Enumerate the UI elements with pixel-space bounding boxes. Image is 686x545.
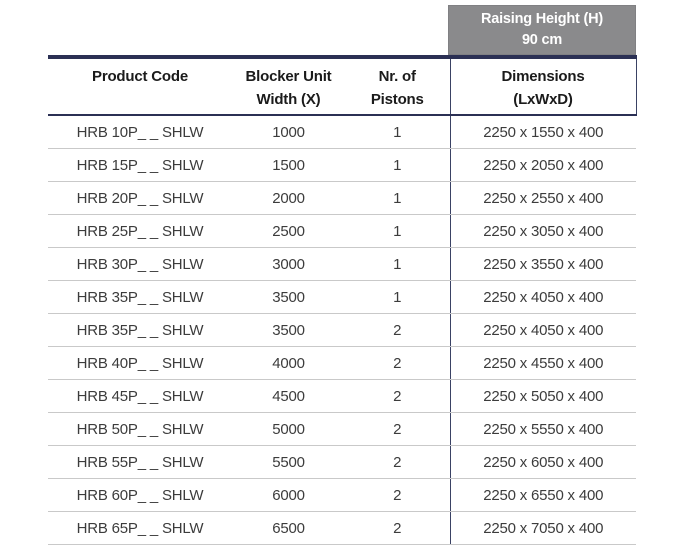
table-cell: 1 — [345, 214, 450, 248]
table-cell: 2250 x 5550 x 400 — [449, 412, 636, 446]
table-cell: 2 — [345, 313, 450, 347]
table-cell: 1 — [345, 115, 450, 149]
table-cell: HRB 20P_ _ SHLW — [48, 181, 232, 215]
table-cell: 2 — [345, 511, 450, 545]
table-cell: 2250 x 1550 x 400 — [449, 115, 636, 149]
table-cell: 3500 — [232, 280, 345, 314]
table-cell: 2250 x 3550 x 400 — [449, 247, 636, 281]
table-cell: 3500 — [232, 313, 345, 347]
table-cell: 4500 — [232, 379, 345, 413]
table-cell: 4000 — [232, 346, 345, 380]
table-cell: 2250 x 3050 x 400 — [449, 214, 636, 248]
table-cell: 2 — [345, 346, 450, 380]
product-spec-table: Product Code Blocker Unit Width (X) Nr. … — [48, 55, 637, 545]
table-cell: 1000 — [232, 115, 345, 149]
table-row: HRB 15P_ _ SHLW 1500 1 2250 x 2050 x 400 — [48, 148, 636, 182]
table-cell: HRB 40P_ _ SHLW — [48, 346, 232, 380]
table-cell: HRB 60P_ _ SHLW — [48, 478, 232, 512]
table-cell: 2 — [345, 412, 450, 446]
table-cell: HRB 55P_ _ SHLW — [48, 445, 232, 479]
table-cell: HRB 35P_ _ SHLW — [48, 280, 232, 314]
raising-height-title: Raising Height (H) — [480, 10, 604, 27]
table-cell: 2250 x 4050 x 400 — [449, 280, 636, 314]
table-cell: HRB 35P_ _ SHLW — [48, 313, 232, 347]
table-row: HRB 20P_ _ SHLW 2000 1 2250 x 2550 x 400 — [48, 181, 636, 215]
table-cell: 2500 — [232, 214, 345, 248]
product-spec-table-container: Product Code Blocker Unit Width (X) Nr. … — [48, 55, 637, 545]
table-cell: 1 — [345, 181, 450, 215]
column-header-nr-of-pistons: Nr. of Pistons — [370, 68, 424, 108]
table-cell: HRB 45P_ _ SHLW — [48, 379, 232, 413]
table-cell: 1 — [345, 148, 450, 182]
column-header-blocker-unit-width: Blocker Unit Width (X) — [245, 68, 332, 108]
table-cell: HRB 50P_ _ SHLW — [48, 412, 232, 446]
table-cell: 2250 x 5050 x 400 — [449, 379, 636, 413]
table-row: HRB 35P_ _ SHLW 3500 1 2250 x 4050 x 400 — [48, 280, 636, 314]
table-row: HRB 60P_ _ SHLW 6000 2 2250 x 6550 x 400 — [48, 478, 636, 512]
table-row: HRB 30P_ _ SHLW 3000 1 2250 x 3550 x 400 — [48, 247, 636, 281]
table-cell: 5000 — [232, 412, 345, 446]
table-cell: 2250 x 2050 x 400 — [449, 148, 636, 182]
table-cell: 2250 x 4050 x 400 — [449, 313, 636, 347]
table-cell: 2250 x 6550 x 400 — [449, 478, 636, 512]
table-cell: HRB 10P_ _ SHLW — [48, 115, 232, 149]
table-cell: 6000 — [232, 478, 345, 512]
table-row: HRB 50P_ _ SHLW 5000 2 2250 x 5550 x 400 — [48, 412, 636, 446]
raising-height-header-box: Raising Height (H) 90 cm — [448, 5, 636, 55]
table-row: HRB 10P_ _ SHLW 1000 1 2250 x 1550 x 400 — [48, 115, 636, 149]
table-header-row: Product Code Blocker Unit Width (X) Nr. … — [48, 57, 637, 115]
table-cell: 2250 x 6050 x 400 — [449, 445, 636, 479]
table-cell: 3000 — [232, 247, 345, 281]
table-cell: HRB 15P_ _ SHLW — [48, 148, 232, 182]
table-cell: 2250 x 2550 x 400 — [449, 181, 636, 215]
table-cell: 2000 — [232, 181, 345, 215]
table-cell: 2250 x 4550 x 400 — [449, 346, 636, 380]
table-cell: 5500 — [232, 445, 345, 479]
table-body: HRB 10P_ _ SHLW 1000 1 2250 x 1550 x 400 HRB… — [48, 115, 636, 545]
table-row: HRB 65P_ _ SHLW 6500 2 2250 x 7050 x 400 — [48, 511, 636, 545]
table-cell: HRB 65P_ _ SHLW — [48, 511, 232, 545]
table-cell: 2 — [345, 445, 450, 479]
table-row: HRB 55P_ _ SHLW 5500 2 2250 x 6050 x 400 — [48, 445, 636, 479]
table-row: HRB 40P_ _ SHLW 4000 2 2250 x 4550 x 400 — [48, 346, 636, 380]
table-cell: 2 — [345, 379, 450, 413]
column-header-product-code: Product Code — [92, 68, 188, 85]
table-row: HRB 25P_ _ SHLW 2500 1 2250 x 3050 x 400 — [48, 214, 636, 248]
table-row: HRB 45P_ _ SHLW 4500 2 2250 x 5050 x 400 — [48, 379, 636, 413]
table-cell: HRB 30P_ _ SHLW — [48, 247, 232, 281]
table-cell: HRB 25P_ _ SHLW — [48, 214, 232, 248]
table-cell: 2 — [345, 478, 450, 512]
table-row: HRB 35P_ _ SHLW 3500 2 2250 x 4050 x 400 — [48, 313, 636, 347]
table-cell: 1 — [345, 247, 450, 281]
table-cell: 6500 — [232, 511, 345, 545]
table-cell: 2250 x 7050 x 400 — [449, 511, 636, 545]
column-header-dimensions: Dimensions (LxWxD) — [449, 57, 637, 115]
raising-height-value: 90 cm — [521, 32, 563, 48]
table-cell: 1 — [345, 280, 450, 314]
table-cell: 1500 — [232, 148, 345, 182]
